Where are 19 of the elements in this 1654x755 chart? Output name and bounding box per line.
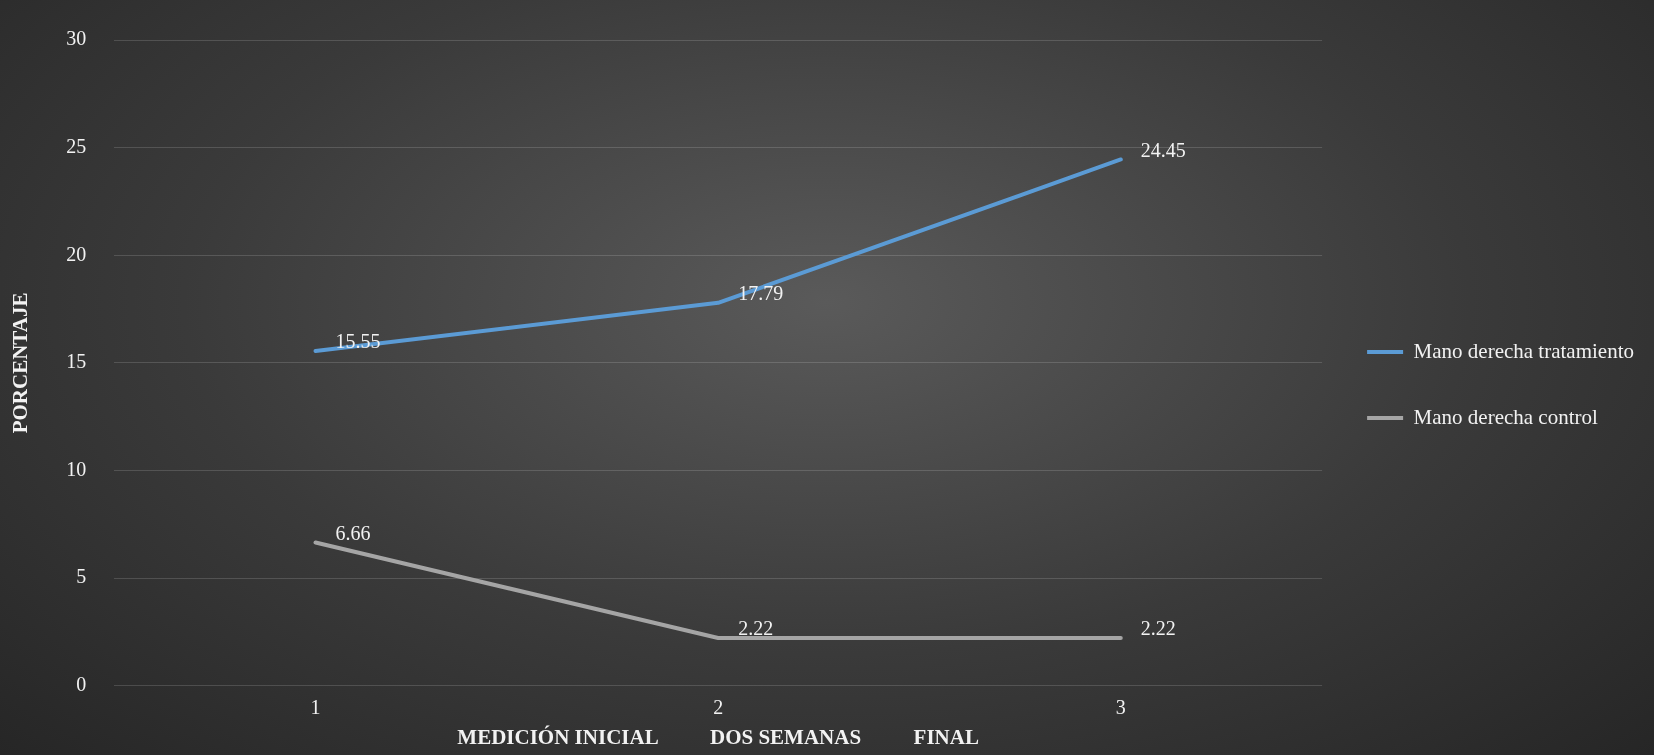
y-tick-label: 25: [66, 134, 87, 157]
x-tick-label: 1: [310, 696, 321, 719]
x-axis-title: MEDICIÓN INICIAL DOS SEMANAS FINAL: [457, 724, 979, 749]
x-tick-label: 2: [713, 696, 724, 719]
data-label: 2.22: [1140, 617, 1176, 640]
y-tick-label: 15: [66, 350, 87, 373]
y-tick-label: 10: [66, 457, 87, 480]
x-tick-label: 3: [1115, 696, 1126, 719]
y-tick-label: 5: [76, 565, 87, 588]
legend-label: Mano derecha control: [1413, 404, 1599, 429]
data-label: 24.45: [1140, 138, 1186, 161]
legend-label: Mano derecha tratamiento: [1413, 338, 1635, 363]
y-tick-label: 0: [76, 673, 87, 696]
y-tick-label: 20: [66, 242, 87, 265]
data-label: 17.79: [738, 282, 784, 305]
data-label: 6.66: [335, 521, 371, 544]
data-label: 2.22: [738, 617, 774, 640]
y-tick-label: 30: [66, 27, 87, 50]
y-axis-title: PORCENTAJE: [8, 292, 33, 434]
